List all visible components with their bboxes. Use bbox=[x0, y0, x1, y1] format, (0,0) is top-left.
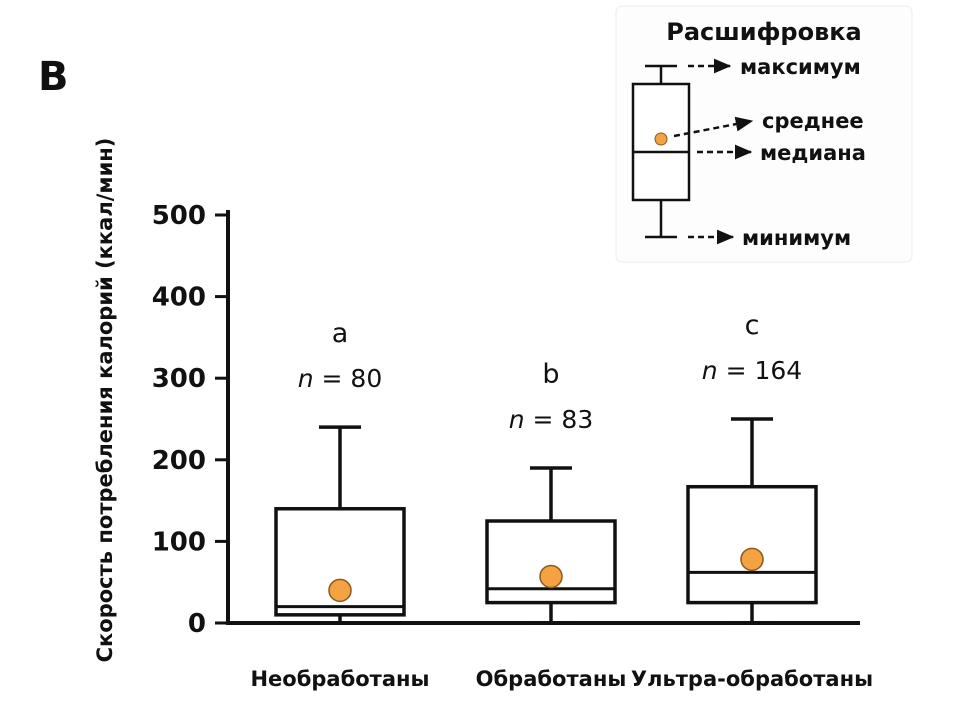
legend-mean-dot-icon bbox=[654, 132, 668, 146]
legend-sample-boxplot bbox=[631, 64, 691, 239]
legend: Расшифровка максимум среднее медиана мин… bbox=[615, 5, 913, 263]
group-letter: c bbox=[745, 310, 760, 341]
legend-label-mean: среднее bbox=[762, 109, 864, 133]
y-tick-label: 300 bbox=[152, 364, 206, 394]
category-label: Обработаны bbox=[476, 667, 627, 691]
category-label: Ультра-обработаны bbox=[631, 667, 873, 691]
panel-label: В bbox=[38, 54, 69, 100]
y-axis-label: Скорость потребления калорий (ккал/мин) bbox=[93, 138, 117, 663]
y-tick-label: 0 bbox=[188, 609, 206, 639]
sample-size-label: n = 83 bbox=[509, 405, 594, 434]
arrow-to-mean-icon bbox=[673, 116, 754, 138]
sample-size-label: n = 80 bbox=[298, 364, 383, 393]
legend-title: Расшифровка bbox=[666, 18, 861, 46]
box bbox=[485, 519, 617, 605]
group-letter: a bbox=[332, 318, 349, 349]
y-tick-label: 400 bbox=[152, 283, 206, 313]
box bbox=[686, 484, 818, 605]
y-tick-label: 100 bbox=[152, 527, 206, 557]
category-label: Необработаны bbox=[250, 667, 429, 691]
group-letter: b bbox=[542, 359, 559, 390]
mean-dot bbox=[328, 578, 352, 603]
legend-label-median: медиана bbox=[760, 141, 866, 165]
y-tick-label: 200 bbox=[152, 446, 206, 476]
mean-dot bbox=[740, 547, 764, 572]
mean-dot bbox=[539, 564, 563, 589]
legend-label-minimum: минимум bbox=[742, 226, 851, 250]
y-tick-label: 500 bbox=[152, 201, 206, 231]
legend-label-maximum: максимум bbox=[740, 55, 861, 79]
sample-size-label: n = 164 bbox=[702, 356, 802, 385]
